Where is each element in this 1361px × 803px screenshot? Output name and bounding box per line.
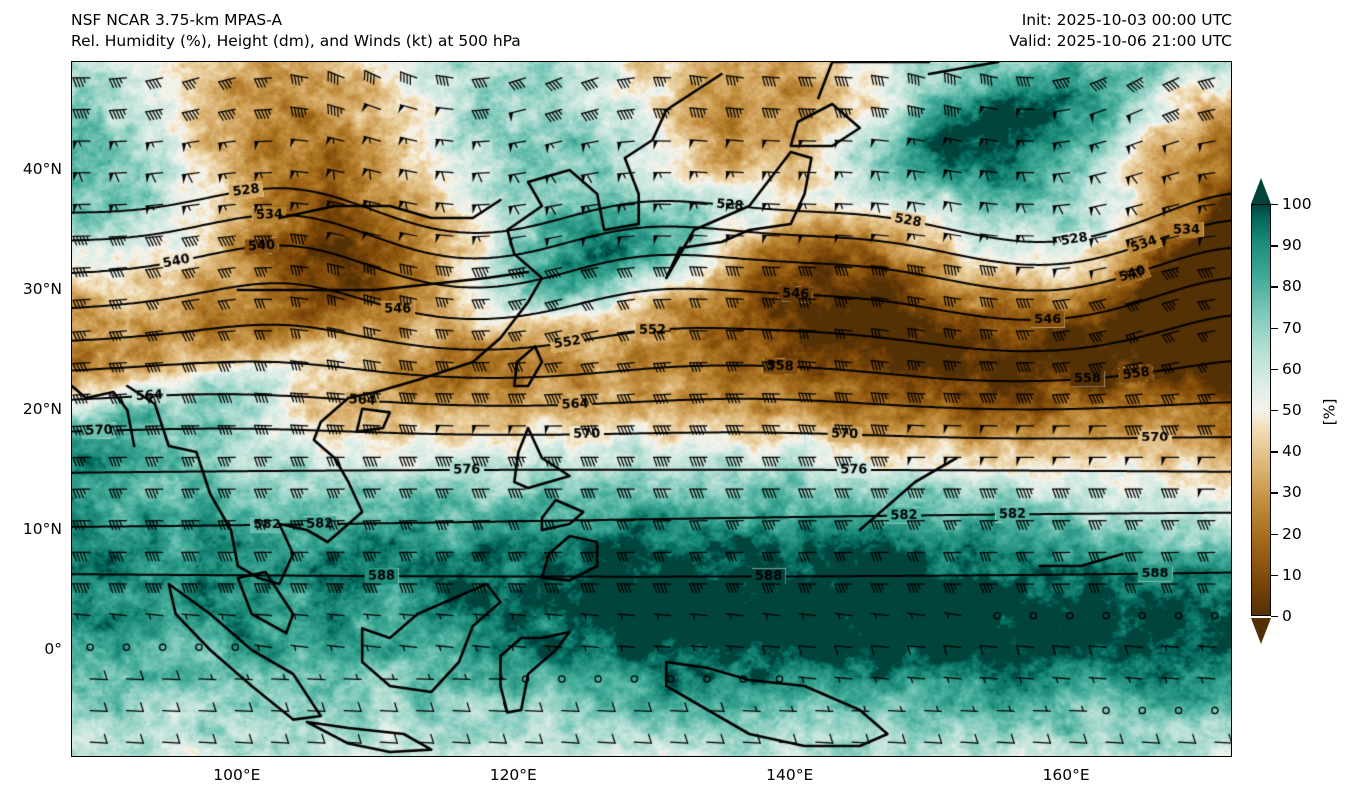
field-title: Rel. Humidity (%), Height (dm), and Wind… [71, 32, 521, 50]
lon-tick-label: 100°E [213, 766, 261, 784]
header-left-block: NSF NCAR 3.75-km MPAS-A Rel. Humidity (%… [71, 10, 521, 52]
colorbar-under-arrow [1251, 618, 1271, 644]
lat-tick-label: 30°N [22, 280, 62, 298]
colorbar-tick-label: 90 [1282, 236, 1302, 255]
colorbar-tick [1271, 204, 1278, 206]
model-title: NSF NCAR 3.75-km MPAS-A [71, 11, 283, 29]
lon-tick-label: 140°E [766, 766, 814, 784]
colorbar-tick [1271, 286, 1278, 288]
lon-tick-label: 120°E [489, 766, 537, 784]
lat-tick-label: 20°N [22, 400, 62, 418]
colorbar-tick-label: 40 [1282, 442, 1302, 461]
colorbar-over-arrow [1251, 178, 1271, 204]
colorbar-tick-label: 50 [1282, 401, 1302, 419]
colorbar-tick-label: 0 [1282, 607, 1292, 625]
colorbar-tick [1271, 327, 1278, 329]
colorbar-tick-label: 10 [1282, 565, 1302, 584]
header-right-block: Init: 2025-10-03 00:00 UTC Valid: 2025-1… [1009, 10, 1232, 52]
lon-tick-label: 160°E [1042, 766, 1090, 784]
colorbar-tick [1271, 533, 1278, 535]
chart-header: NSF NCAR 3.75-km MPAS-A Rel. Humidity (%… [0, 0, 1361, 61]
colorbar-tick-label: 60 [1282, 359, 1302, 378]
relative-humidity-field [72, 62, 1231, 756]
colorbar-unit-label: [%] [1320, 398, 1339, 426]
lat-tick-label: 0° [44, 640, 62, 658]
colorbar-tick-label: 80 [1282, 277, 1302, 296]
lat-tick-label: 40°N [22, 160, 62, 178]
colorbar-tick-label: 100 [1282, 195, 1312, 213]
colorbar-tick [1271, 368, 1278, 371]
valid-time: Valid: 2025-10-06 21:00 UTC [1009, 32, 1232, 50]
colorbar-tick [1271, 492, 1278, 494]
colorbar-tick-label: 70 [1282, 318, 1302, 337]
colorbar-tick [1271, 574, 1278, 577]
colorbar-tick-label: 30 [1282, 483, 1302, 502]
colorbar-tick-label: 20 [1282, 524, 1302, 543]
map-plot-area [71, 61, 1232, 757]
init-time: Init: 2025-10-03 00:00 UTC [1021, 11, 1232, 29]
lat-tick-label: 10°N [22, 520, 62, 538]
colorbar-tick [1271, 616, 1278, 618]
colorbar: 0 10 20 30 40 50 60 70 80 90 100 [1247, 176, 1312, 644]
colorbar-tick [1271, 245, 1278, 247]
colorbar-tick [1271, 451, 1278, 453]
colorbar-gradient [1251, 204, 1271, 616]
colorbar-tick [1271, 410, 1278, 412]
